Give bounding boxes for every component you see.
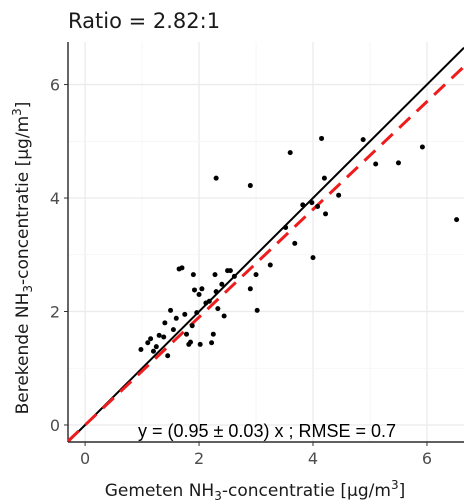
data-point: [309, 200, 315, 206]
data-point: [209, 340, 215, 346]
x-tick-label: 0: [80, 449, 90, 468]
data-point: [162, 320, 168, 326]
data-point: [283, 225, 289, 231]
data-point: [156, 332, 162, 338]
chart-title: Ratio = 2.82:1: [68, 9, 220, 33]
identity-line: [67, 46, 464, 443]
data-point: [145, 340, 151, 346]
data-point: [360, 137, 366, 143]
data-point: [287, 150, 293, 156]
axis-ticks: 0 2 4 6 0 2 4 6: [50, 76, 432, 468]
data-point: [190, 272, 196, 278]
data-point: [323, 211, 329, 217]
data-point: [173, 315, 179, 321]
data-point: [215, 306, 221, 312]
x-axis-label: Gemeten NH3-concentratie [µg/m3]: [105, 478, 405, 503]
data-point: [165, 353, 171, 359]
data-points: [138, 135, 460, 359]
fit-line: [66, 65, 464, 443]
data-point: [188, 339, 194, 345]
grid-lines: [67, 42, 464, 443]
data-point: [161, 334, 167, 340]
data-point: [179, 265, 185, 271]
x-tick-label: 6: [422, 449, 432, 468]
data-point: [212, 272, 218, 278]
data-point: [221, 313, 227, 319]
data-point: [196, 291, 202, 297]
data-point: [213, 289, 219, 295]
data-point: [310, 255, 316, 261]
x-tick-label: 4: [308, 449, 318, 468]
data-point: [197, 341, 203, 347]
data-point: [315, 204, 321, 210]
data-point: [219, 281, 225, 287]
data-point: [419, 144, 425, 150]
y-tick-label: 0: [50, 416, 60, 435]
data-point: [168, 307, 174, 313]
data-point: [373, 161, 379, 167]
y-tick-label: 2: [50, 303, 60, 322]
data-point: [150, 348, 156, 354]
data-point: [454, 217, 460, 223]
y-tick-label: 6: [50, 76, 60, 95]
data-point: [231, 273, 237, 279]
data-point: [194, 310, 200, 316]
data-point: [395, 160, 401, 166]
data-point: [138, 347, 144, 353]
data-point: [254, 307, 260, 313]
data-point: [184, 331, 190, 337]
x-tick-label: 2: [194, 449, 204, 468]
data-point: [336, 192, 342, 198]
fit-annotation: y = (0.95 ± 0.03) x ; RMSE = 0.7: [138, 421, 396, 441]
data-point: [182, 311, 188, 317]
data-point: [227, 268, 233, 274]
data-point: [199, 286, 205, 292]
data-point: [319, 135, 325, 141]
data-point: [153, 344, 159, 350]
data-point: [253, 272, 259, 278]
data-point: [191, 287, 197, 293]
data-point: [247, 183, 253, 189]
data-point: [210, 331, 216, 337]
data-point: [292, 240, 298, 246]
data-point: [148, 336, 154, 342]
data-point: [206, 298, 212, 304]
data-point: [321, 175, 327, 181]
y-axis-label: Berekende NH3-concentratie [µg/m3]: [10, 102, 35, 415]
data-point: [247, 286, 253, 292]
data-point: [213, 175, 219, 181]
data-point: [267, 262, 273, 268]
data-point: [189, 323, 195, 329]
data-point: [300, 202, 306, 208]
data-point: [170, 327, 176, 333]
y-tick-label: 4: [50, 189, 60, 208]
